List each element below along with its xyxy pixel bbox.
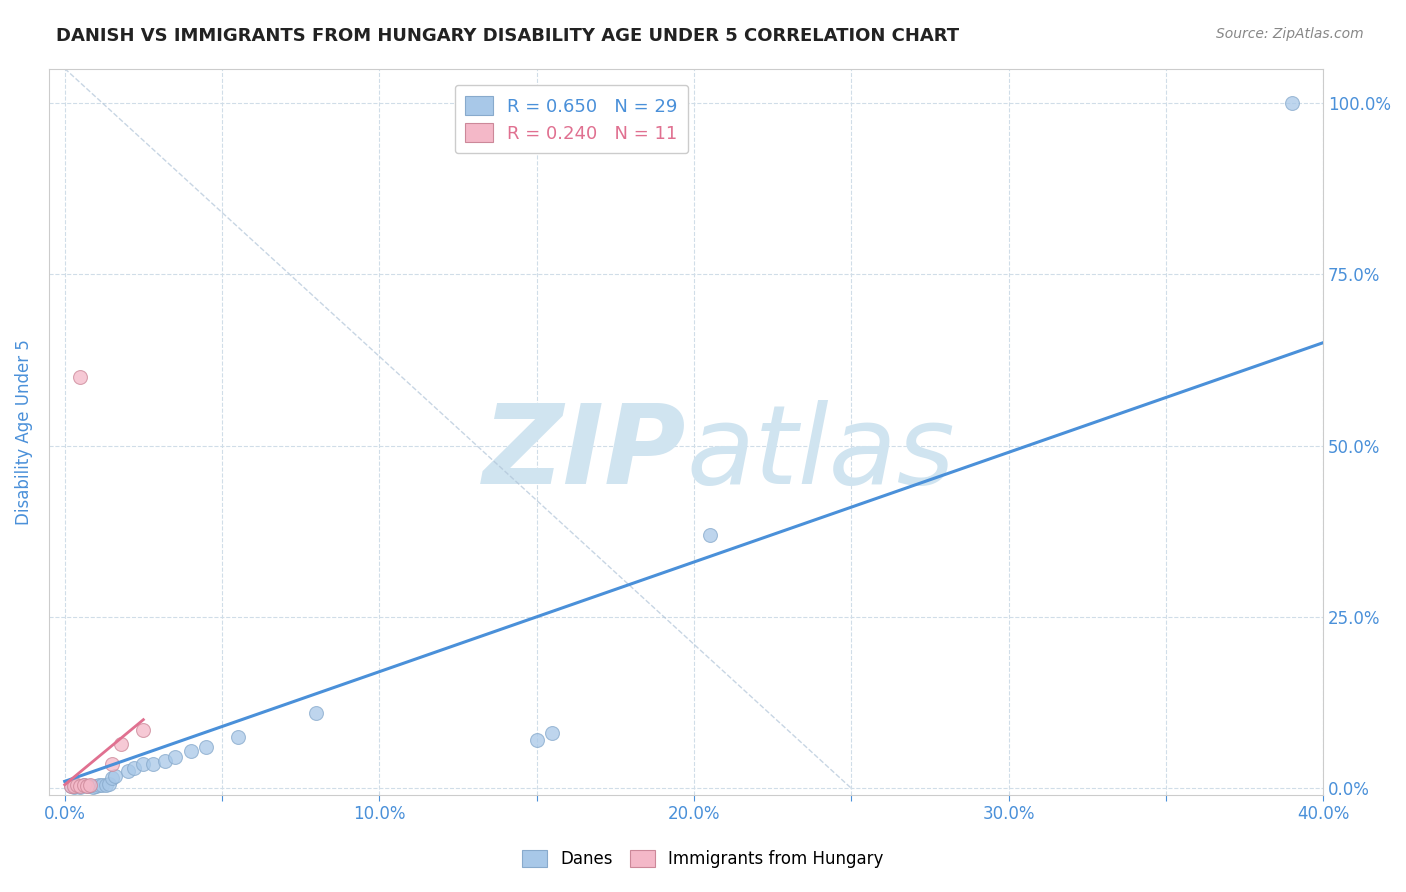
Immigrants from Hungary: [76, 779, 98, 793]
Danes: [226, 730, 249, 744]
Danes: [541, 726, 564, 740]
Danes: [72, 779, 94, 793]
Immigrants from Hungary: [79, 779, 101, 793]
Immigrants from Hungary: [66, 779, 89, 793]
Danes: [180, 743, 202, 757]
Danes: [76, 779, 98, 793]
Immigrants from Hungary: [110, 737, 132, 751]
Danes: [1281, 95, 1303, 110]
Danes: [526, 733, 548, 747]
Danes: [163, 750, 186, 764]
Immigrants from Hungary: [59, 779, 82, 793]
Text: DANISH VS IMMIGRANTS FROM HUNGARY DISABILITY AGE UNDER 5 CORRELATION CHART: DANISH VS IMMIGRANTS FROM HUNGARY DISABI…: [56, 27, 959, 45]
Danes: [91, 778, 114, 792]
Danes: [155, 754, 177, 768]
Danes: [84, 779, 107, 793]
Immigrants from Hungary: [69, 779, 91, 793]
Danes: [69, 780, 91, 794]
Immigrants from Hungary: [63, 779, 86, 793]
Danes: [59, 779, 82, 793]
Text: atlas: atlas: [686, 401, 955, 507]
Immigrants from Hungary: [132, 723, 155, 737]
Danes: [63, 780, 86, 794]
Danes: [132, 757, 155, 772]
Immigrants from Hungary: [101, 757, 124, 772]
Danes: [82, 780, 104, 794]
Danes: [79, 779, 101, 793]
Danes: [94, 779, 117, 793]
Danes: [195, 740, 218, 755]
Danes: [89, 779, 111, 793]
Y-axis label: Disability Age Under 5: Disability Age Under 5: [15, 339, 32, 524]
Danes: [66, 779, 89, 793]
Danes: [97, 777, 120, 791]
Immigrants from Hungary: [69, 370, 91, 384]
Danes: [117, 764, 139, 778]
Legend: Danes, Immigrants from Hungary: Danes, Immigrants from Hungary: [516, 843, 890, 875]
Danes: [142, 757, 165, 772]
Danes: [699, 527, 721, 541]
Immigrants from Hungary: [72, 779, 94, 793]
Text: ZIP: ZIP: [482, 401, 686, 507]
Danes: [122, 761, 145, 775]
Danes: [305, 706, 328, 720]
Text: Source: ZipAtlas.com: Source: ZipAtlas.com: [1216, 27, 1364, 41]
Legend: R = 0.650   N = 29, R = 0.240   N = 11: R = 0.650 N = 29, R = 0.240 N = 11: [454, 85, 688, 153]
Danes: [101, 771, 124, 785]
Danes: [104, 769, 127, 783]
